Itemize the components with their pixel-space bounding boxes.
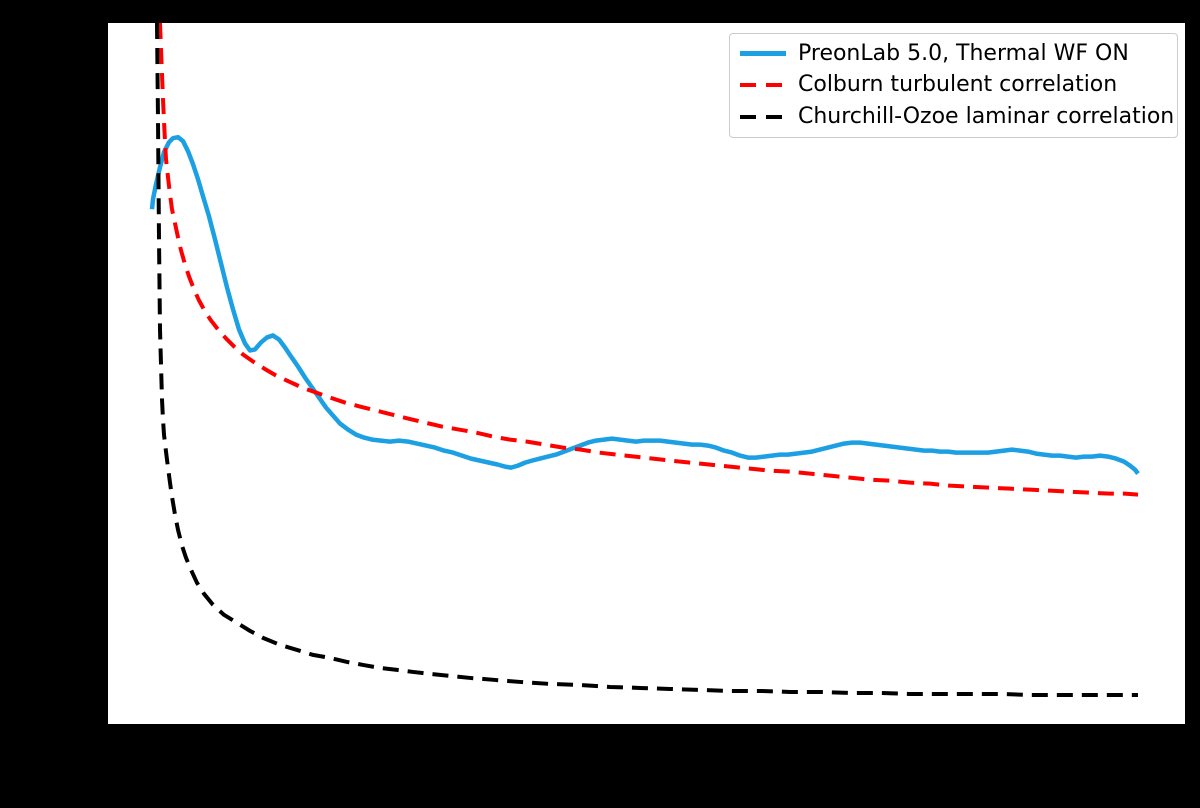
plot-area: PreonLab 5.0, Thermal WF ON Colburn turb… (108, 23, 1185, 724)
chart-canvas (149, 23, 1140, 697)
legend: PreonLab 5.0, Thermal WF ON Colburn turb… (729, 33, 1178, 138)
series-line-preonlab (149, 134, 1140, 475)
series-line-churchill-ozoe (155, 23, 1138, 697)
legend-line-sample-preonlab (740, 51, 786, 57)
legend-item-preonlab: PreonLab 5.0, Thermal WF ON (740, 40, 1167, 66)
legend-line-sample-churchill-ozoe (740, 115, 786, 120)
legend-label: Churchill-Ozoe laminar correlation (798, 104, 1175, 130)
legend-line-sample-colburn (740, 83, 786, 88)
legend-label: PreonLab 5.0, Thermal WF ON (798, 40, 1129, 66)
legend-item-churchill-ozoe: Churchill-Ozoe laminar correlation (740, 104, 1174, 129)
legend-label: Colburn turbulent correlation (798, 72, 1118, 98)
series-line-colburn (158, 23, 1139, 497)
legend-item-colburn: Colburn turbulent correlation (740, 73, 1167, 97)
